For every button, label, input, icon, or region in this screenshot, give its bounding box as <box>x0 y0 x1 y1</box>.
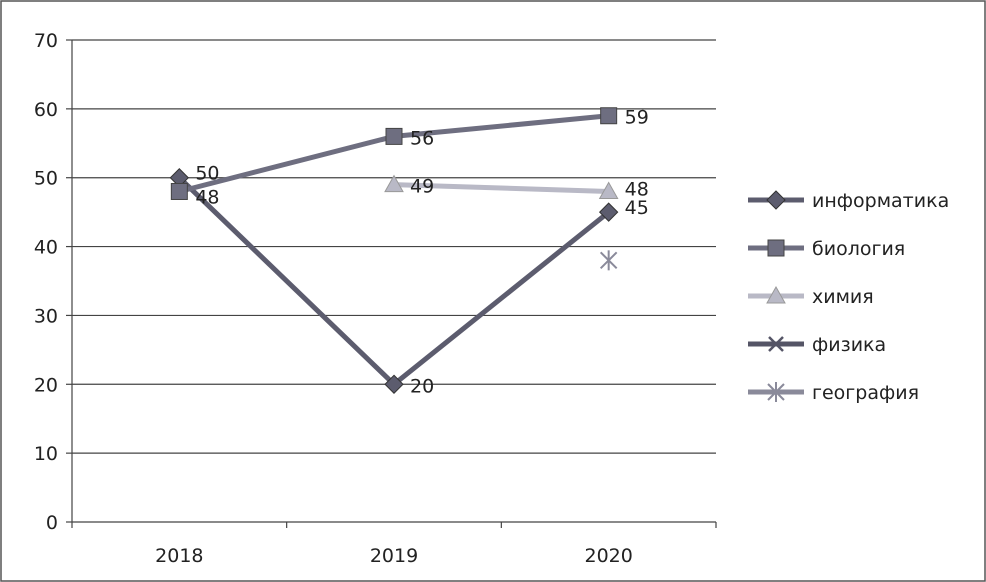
data-point-marker <box>170 182 188 200</box>
data-point-marker <box>384 174 404 193</box>
y-tick-label: 0 <box>46 512 58 534</box>
data-label: 48 <box>195 186 219 208</box>
legend: информатика биология химия физика география <box>748 190 949 404</box>
legend-label: химия <box>812 286 874 308</box>
data-point-marker <box>384 374 404 394</box>
legend-label: физика <box>812 334 886 356</box>
legend-marker <box>767 382 785 402</box>
data-point-marker <box>600 107 618 125</box>
data-label: 59 <box>625 107 649 129</box>
series-markers <box>169 107 619 394</box>
data-label: 49 <box>410 176 434 198</box>
data-label: 48 <box>625 178 649 200</box>
y-tick-label: 70 <box>34 30 58 52</box>
data-label: 20 <box>410 375 434 397</box>
x-tick-label: 2018 <box>155 545 203 567</box>
series-line-химия <box>393 182 609 194</box>
legend-item: физика <box>748 334 886 356</box>
data-label: 56 <box>410 127 434 149</box>
data-point-marker <box>598 202 619 222</box>
legend-marker <box>767 239 785 257</box>
y-tick-label: 20 <box>34 374 58 396</box>
x-tick-label: 2019 <box>370 545 418 567</box>
data-point-marker <box>598 181 619 199</box>
legend-marker <box>766 285 786 304</box>
axes <box>71 40 716 523</box>
legend-item: информатика <box>748 190 949 212</box>
y-tick-label: 30 <box>34 305 58 327</box>
y-tick-label: 40 <box>34 237 58 259</box>
y-tick-label: 50 <box>34 168 58 190</box>
data-point-marker <box>385 127 403 145</box>
legend-marker <box>768 336 784 352</box>
legend-label: биология <box>812 238 905 260</box>
y-tick-label: 10 <box>34 443 58 465</box>
data-label: 45 <box>625 197 649 219</box>
legend-item: география <box>748 382 919 404</box>
data-label: 50 <box>195 163 219 185</box>
legend-item: биология <box>748 238 905 260</box>
marker-stroke <box>768 336 784 352</box>
y-tick-label: 60 <box>34 99 58 121</box>
legend-label: география <box>812 382 919 404</box>
y-axis-ticks: 0 10 20 30 40 50 60 70 <box>34 30 72 534</box>
x-tick-label: 2020 <box>584 545 632 567</box>
legend-label: информатика <box>812 190 949 212</box>
data-point-marker <box>599 250 618 271</box>
legend-marker <box>766 190 786 210</box>
x-axis-ticks: 2018 2019 2020 <box>71 522 717 567</box>
legend-item: химия <box>748 285 874 308</box>
